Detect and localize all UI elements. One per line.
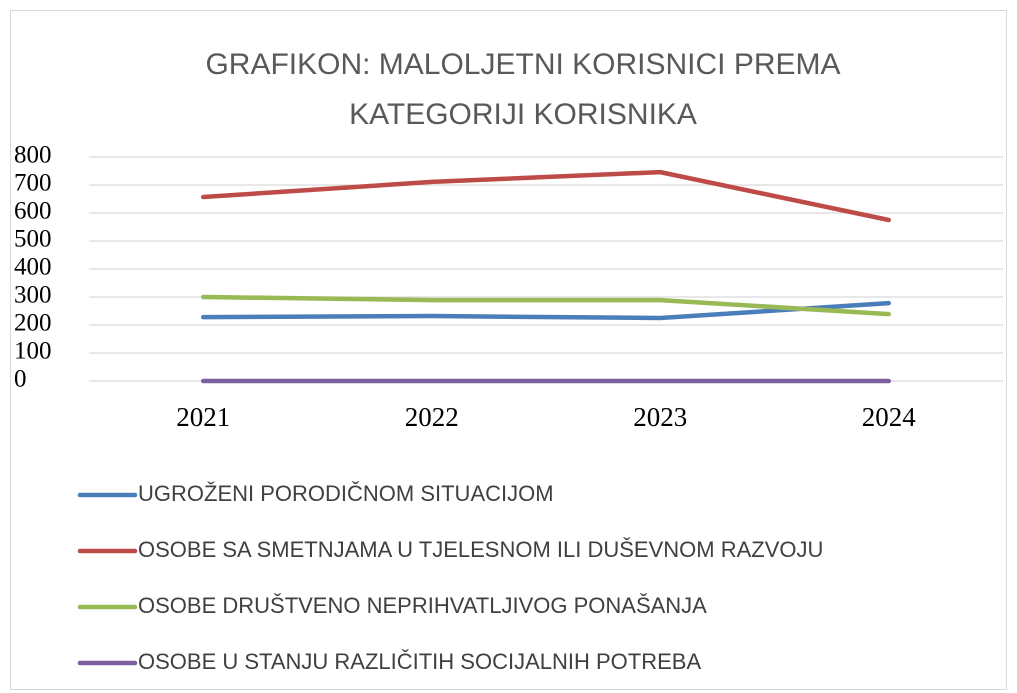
chart-border (10, 10, 1007, 690)
x-tick-label: 2022 (405, 402, 459, 432)
legend-label: OSOBE SA SMETNJAMA U TJELESNOM ILI DUŠEV… (138, 537, 823, 562)
x-tick-label: 2024 (862, 402, 917, 432)
y-tick-label: 600 (14, 198, 52, 225)
y-tick-label: 300 (14, 282, 52, 309)
y-tick-label: 100 (14, 338, 52, 365)
x-tick-label: 2021 (176, 402, 230, 432)
chart-title: GRAFIKON: MALOLJETNI KORISNICI PREMA KAT… (205, 48, 841, 131)
y-tick-label: 500 (14, 226, 52, 253)
series-line (201, 169, 891, 223)
series-line (201, 294, 891, 317)
x-tick-label: 2023 (633, 402, 687, 432)
y-tick-label: 800 (14, 142, 52, 169)
y-tick-label: 700 (14, 170, 52, 197)
y-tick-label: 400 (14, 254, 52, 281)
series-line (201, 300, 891, 321)
legend-label: OSOBE U STANJU RAZLIČITIH SOCIJALNIH POT… (138, 649, 701, 674)
legend-label: UGROŽENI PORODIČNOM SITUACIJOM (138, 481, 554, 506)
y-tick-label: 200 (14, 310, 52, 337)
legend-label: OSOBE DRUŠTVENO NEPRIHVATLJIVOG PONAŠANJ… (138, 593, 707, 618)
y-tick-label: 0 (14, 366, 27, 393)
